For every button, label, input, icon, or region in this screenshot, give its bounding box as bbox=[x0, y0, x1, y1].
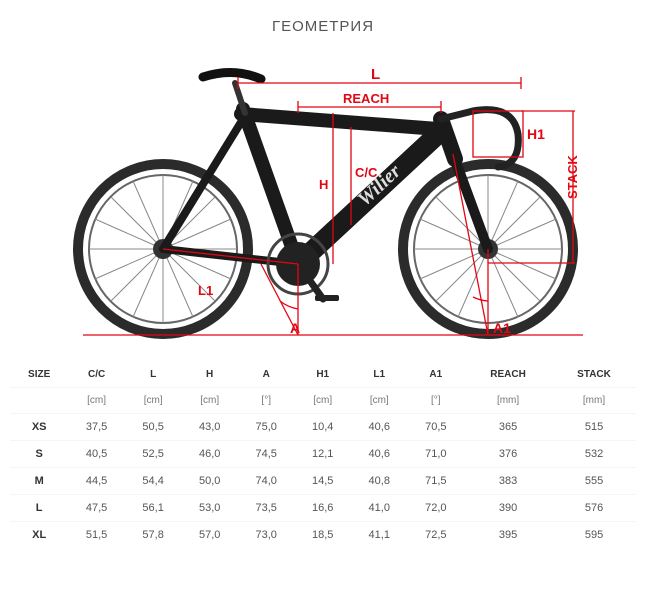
geometry-diagram: Wilier bbox=[43, 49, 603, 339]
col-a: A bbox=[238, 359, 295, 388]
col-h: H bbox=[181, 359, 238, 388]
dim-label-CC: C/C bbox=[355, 165, 378, 180]
col-l1: L1 bbox=[351, 359, 408, 388]
dim-label-A1: A1 bbox=[493, 320, 511, 336]
page-title: ГЕОМЕТРИЯ bbox=[10, 18, 636, 35]
dim-label-L1: L1 bbox=[198, 283, 213, 298]
table-header-row: SIZE C/C L H A H1 L1 A1 REACH STACK bbox=[10, 359, 636, 388]
col-size: SIZE bbox=[10, 359, 68, 388]
col-a1: A1 bbox=[408, 359, 465, 388]
col-l: L bbox=[125, 359, 182, 388]
dim-label-L: L bbox=[371, 66, 380, 83]
table-body: [cm] [cm] [cm] [°] [cm] [cm] [°] [mm] [m… bbox=[10, 388, 636, 549]
dim-label-H: H bbox=[319, 177, 328, 192]
geometry-table: SIZE C/C L H A H1 L1 A1 REACH STACK [cm]… bbox=[10, 359, 636, 548]
col-cc: C/C bbox=[68, 359, 125, 388]
table-row: S40,552,546,074,512,140,671,0376532 bbox=[10, 441, 636, 468]
table-row: M44,554,450,074,014,540,871,5383555 bbox=[10, 468, 636, 495]
dim-label-reach: REACH bbox=[343, 91, 389, 106]
col-h1: H1 bbox=[294, 359, 351, 388]
col-reach: REACH bbox=[464, 359, 552, 388]
dim-label-A: A bbox=[290, 320, 300, 336]
table-row: L47,556,153,073,516,641,072,0390576 bbox=[10, 495, 636, 522]
table-row: XS37,550,543,075,010,440,670,5365515 bbox=[10, 414, 636, 441]
table-units-row: [cm] [cm] [cm] [°] [cm] [cm] [°] [mm] [m… bbox=[10, 388, 636, 414]
table-row: XL51,557,857,073,018,541,172,5395595 bbox=[10, 522, 636, 549]
col-stack: STACK bbox=[552, 359, 636, 388]
dim-label-H1: H1 bbox=[527, 126, 545, 142]
dim-label-stack: STACK bbox=[565, 155, 580, 199]
